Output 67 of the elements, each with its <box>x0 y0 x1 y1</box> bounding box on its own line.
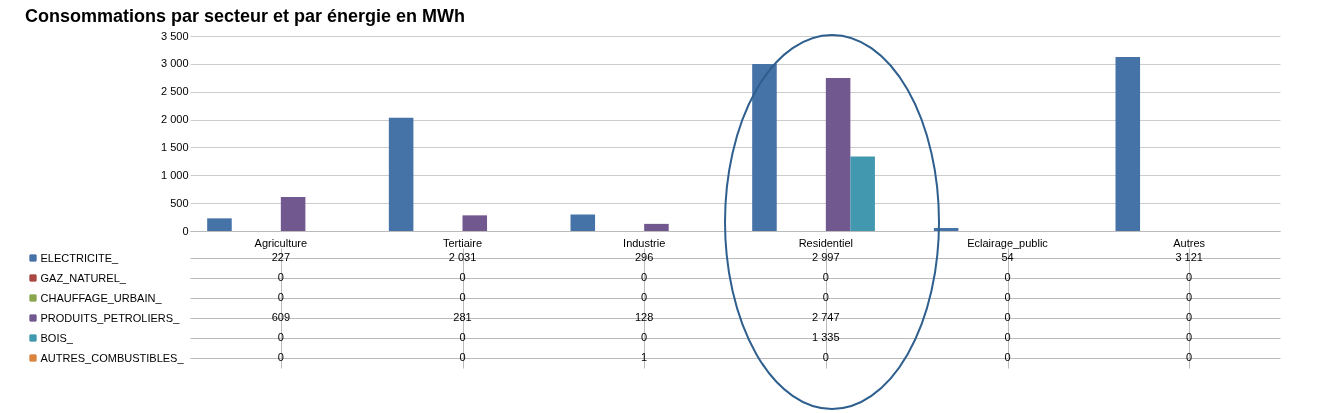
data-label: 227 <box>271 251 291 263</box>
data-label: 0 <box>459 291 466 303</box>
bar <box>207 218 232 231</box>
bar <box>570 214 596 231</box>
data-label: 1 <box>641 351 648 363</box>
data-label: 0 <box>277 331 284 343</box>
y-tick-label: 1 000 <box>160 168 189 181</box>
x-tick-label: Tertiaire <box>442 236 483 249</box>
bar <box>1115 57 1141 231</box>
data-label: 0 <box>277 291 284 303</box>
data-label: 0 <box>822 271 829 283</box>
y-tick-label: 2 500 <box>160 85 189 98</box>
bar <box>850 156 875 231</box>
data-label: 0 <box>1186 311 1193 323</box>
data-label: 0 <box>641 271 648 283</box>
data-label: 2 031 <box>448 251 477 263</box>
legend-label: ELECTRICITE_ <box>40 251 120 264</box>
data-label: 296 <box>634 251 654 263</box>
data-label: 0 <box>1186 271 1193 283</box>
bar <box>280 197 306 231</box>
legend-label: PRODUITS_PETROLIERS_ <box>40 311 181 324</box>
data-label: 0 <box>1004 331 1011 343</box>
bar <box>462 215 488 231</box>
bar <box>644 223 669 231</box>
data-label: 0 <box>1004 351 1011 363</box>
data-label: 0 <box>459 351 466 363</box>
x-tick-label: Agriculture <box>254 236 308 249</box>
data-label: 0 <box>641 331 648 343</box>
y-tick-label: 1 500 <box>160 140 189 153</box>
data-label: 0 <box>1186 331 1193 343</box>
bar <box>825 77 851 231</box>
data-label: 0 <box>459 271 466 283</box>
data-label: 2 997 <box>812 251 840 263</box>
y-tick-label: 3 500 <box>160 29 189 42</box>
data-label: 0 <box>1004 271 1011 283</box>
data-label: 2 747 <box>812 311 840 323</box>
data-label: 0 <box>1186 291 1193 303</box>
data-label: 0 <box>641 291 648 303</box>
data-label: 0 <box>1004 291 1011 303</box>
data-label: 0 <box>822 291 829 303</box>
data-label: 0 <box>1186 351 1193 363</box>
data-label: 0 <box>822 351 829 363</box>
x-tick-label: Residentiel <box>798 236 854 249</box>
data-label: 0 <box>277 271 284 283</box>
y-tick-label: 500 <box>170 196 189 209</box>
legend-label: CHAUFFAGE_URBAIN_ <box>40 291 163 304</box>
legend-label: AUTRES_COMBUSTIBLES_ <box>40 351 185 364</box>
chart-title: Consommations par secteur et par énergie en MWh <box>25 6 466 26</box>
data-label: 54 <box>1001 251 1014 263</box>
y-tick-label: 0 <box>182 224 189 237</box>
data-label: 0 <box>1004 311 1011 323</box>
bar <box>388 117 414 231</box>
bar <box>752 64 777 231</box>
data-label: 609 <box>271 311 291 323</box>
x-tick-label: Autres <box>1173 236 1206 249</box>
data-label: 128 <box>634 311 654 323</box>
data-label: 0 <box>459 331 466 343</box>
data-label: 3 121 <box>1175 251 1203 263</box>
x-tick-label: Industrie <box>623 236 666 249</box>
y-tick-label: 2 000 <box>160 113 189 126</box>
x-tick-label: Eclairage_public <box>967 236 1049 249</box>
legend-label: GAZ_NATUREL_ <box>40 271 127 284</box>
data-label: 281 <box>453 311 472 323</box>
data-label: 1 335 <box>812 331 840 343</box>
data-label: 0 <box>277 351 284 363</box>
y-tick-label: 3 000 <box>160 57 189 70</box>
legend-label: BOIS_ <box>40 331 74 344</box>
